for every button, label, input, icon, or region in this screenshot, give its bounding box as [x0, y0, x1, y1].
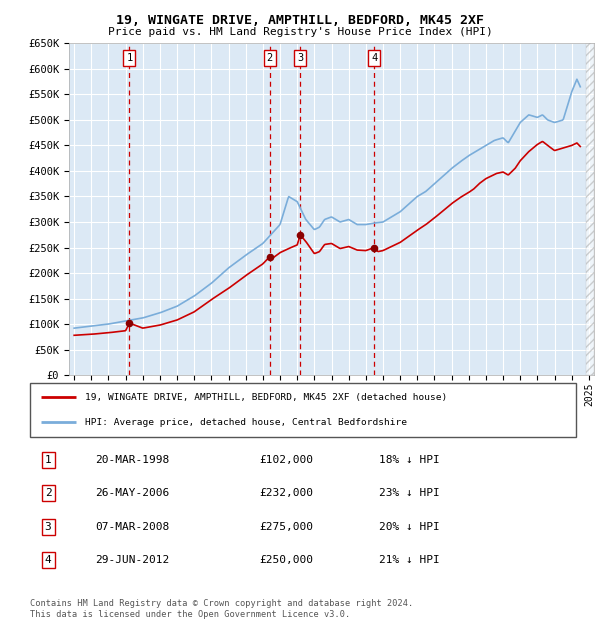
Text: £102,000: £102,000 — [259, 455, 313, 465]
Text: Contains HM Land Registry data © Crown copyright and database right 2024.
This d: Contains HM Land Registry data © Crown c… — [30, 600, 413, 619]
Text: £250,000: £250,000 — [259, 555, 313, 565]
Text: 4: 4 — [371, 53, 377, 63]
Text: 23% ↓ HPI: 23% ↓ HPI — [379, 489, 440, 498]
FancyBboxPatch shape — [30, 383, 576, 437]
Text: 2: 2 — [266, 53, 273, 63]
Text: Price paid vs. HM Land Registry's House Price Index (HPI): Price paid vs. HM Land Registry's House … — [107, 27, 493, 37]
Text: 07-MAR-2008: 07-MAR-2008 — [95, 521, 170, 531]
Text: 3: 3 — [44, 521, 52, 531]
Text: 19, WINGATE DRIVE, AMPTHILL, BEDFORD, MK45 2XF (detached house): 19, WINGATE DRIVE, AMPTHILL, BEDFORD, MK… — [85, 393, 447, 402]
Text: 20% ↓ HPI: 20% ↓ HPI — [379, 521, 440, 531]
Text: 29-JUN-2012: 29-JUN-2012 — [95, 555, 170, 565]
Text: 1: 1 — [44, 455, 52, 465]
Text: 4: 4 — [44, 555, 52, 565]
Text: 1: 1 — [126, 53, 133, 63]
Text: 2: 2 — [44, 489, 52, 498]
Text: 18% ↓ HPI: 18% ↓ HPI — [379, 455, 440, 465]
Text: 3: 3 — [297, 53, 304, 63]
Text: 26-MAY-2006: 26-MAY-2006 — [95, 489, 170, 498]
Text: 20-MAR-1998: 20-MAR-1998 — [95, 455, 170, 465]
Text: £232,000: £232,000 — [259, 489, 313, 498]
Text: 21% ↓ HPI: 21% ↓ HPI — [379, 555, 440, 565]
Text: 19, WINGATE DRIVE, AMPTHILL, BEDFORD, MK45 2XF: 19, WINGATE DRIVE, AMPTHILL, BEDFORD, MK… — [116, 14, 484, 27]
Text: HPI: Average price, detached house, Central Bedfordshire: HPI: Average price, detached house, Cent… — [85, 418, 407, 427]
Text: £275,000: £275,000 — [259, 521, 313, 531]
